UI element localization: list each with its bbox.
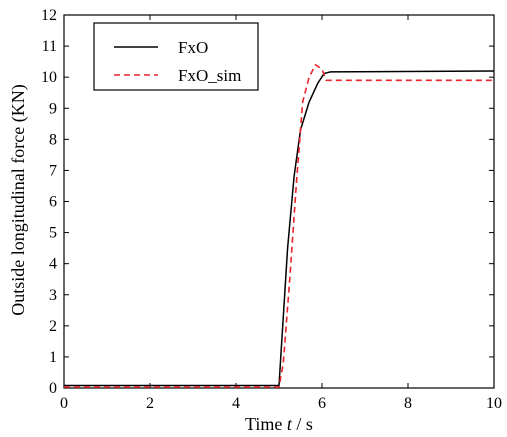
series-layer	[64, 63, 495, 388]
y-tick-label: 1	[49, 349, 57, 366]
x-axis-title-suffix: / s	[292, 414, 313, 434]
x-axis-ticks: 0 2 4 6 8 10	[60, 15, 502, 412]
y-tick-label: 2	[49, 318, 57, 335]
y-tick-label: 12	[41, 7, 57, 24]
series-line-fxo-sim	[64, 63, 494, 388]
y-axis-title: Outside longitudinal force (KN)	[8, 84, 29, 315]
x-tick-label: 8	[404, 395, 412, 412]
y-tick-label: 8	[49, 131, 57, 148]
x-axis-title-variable: t	[287, 414, 293, 434]
y-tick-label: 6	[49, 194, 57, 211]
x-tick-label: 4	[232, 395, 240, 412]
y-tick-label: 10	[41, 69, 57, 86]
y-tick-label: 9	[49, 100, 57, 117]
legend-box	[93, 22, 259, 91]
y-tick-label: 7	[49, 162, 57, 179]
legend: FxO FxO_sim	[93, 22, 259, 91]
x-tick-label: 2	[146, 395, 154, 412]
y-tick-label: 3	[49, 287, 57, 304]
y-tick-label: 4	[49, 256, 57, 273]
legend-label-fxo-sim: FxO_sim	[178, 66, 241, 85]
x-axis-title: Time t / s	[245, 414, 313, 434]
x-axis-title-prefix: Time	[245, 414, 287, 434]
series-line-fxo	[64, 70, 495, 387]
x-tick-label: 0	[60, 395, 68, 412]
y-tick-label: 5	[49, 225, 57, 242]
x-tick-label: 6	[318, 395, 326, 412]
y-tick-label: 11	[42, 38, 57, 55]
y-tick-label: 0	[49, 380, 57, 397]
x-tick-label: 10	[486, 395, 502, 412]
legend-label-fxo: FxO	[178, 38, 208, 57]
